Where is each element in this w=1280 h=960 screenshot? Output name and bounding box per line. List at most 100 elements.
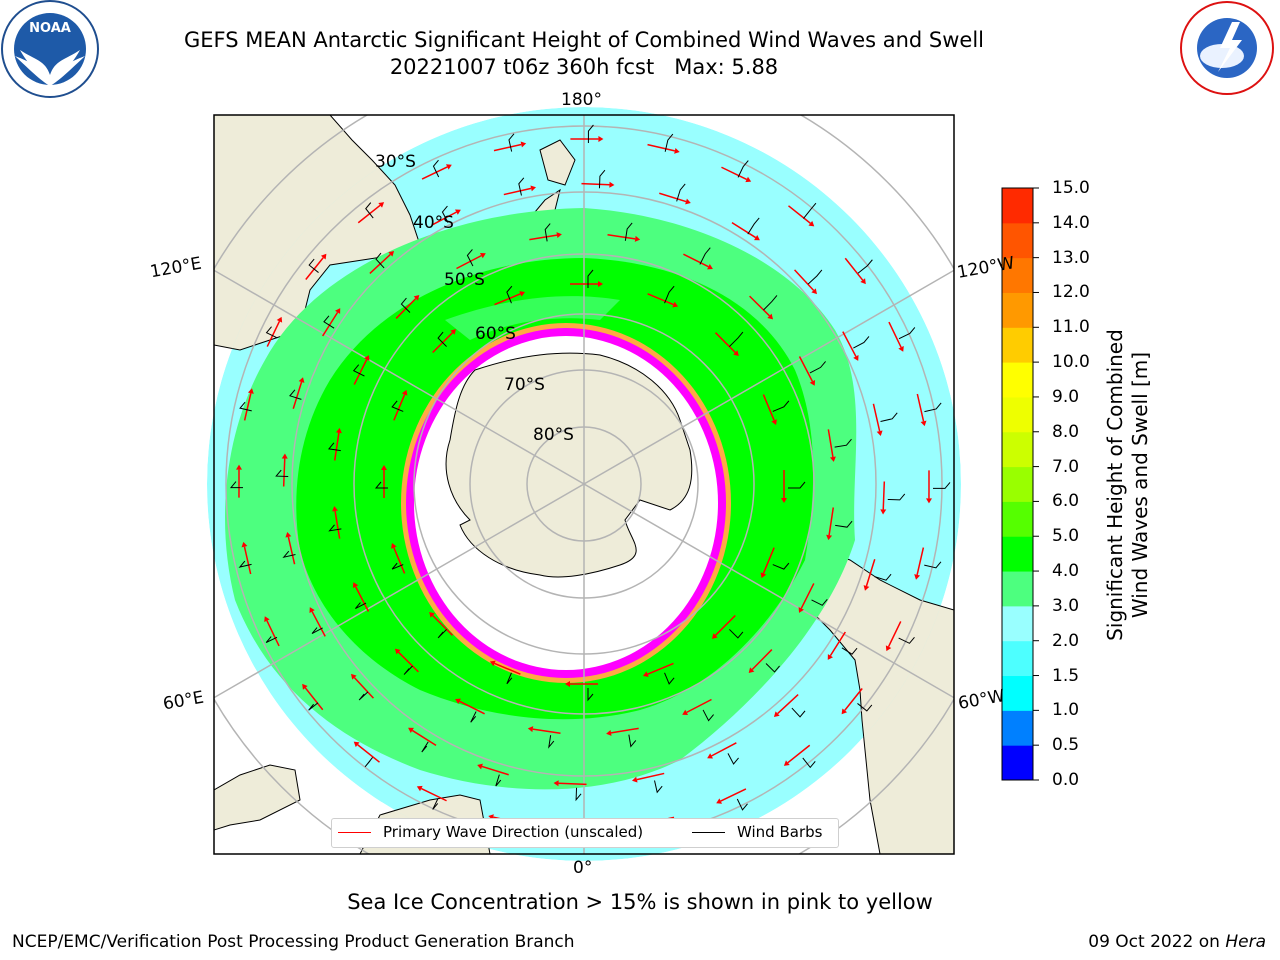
wave-arrow (431, 205, 461, 226)
wind-barb (834, 438, 852, 448)
wave-arrow (229, 464, 244, 498)
footer-date-text: 09 Oct 2022 on (1088, 932, 1226, 952)
wave-arrow (607, 222, 641, 242)
legend-swatch-red-line (338, 831, 371, 833)
wave-arrow (570, 269, 603, 288)
wind-barb (437, 331, 447, 347)
wave-arrow (309, 607, 326, 637)
wind-barb (374, 481, 388, 489)
wave-arrow (351, 673, 374, 701)
wind-barb (802, 757, 816, 769)
wave-arrow (781, 470, 806, 503)
wind-barb (364, 757, 373, 768)
colorbar-segment (1002, 710, 1033, 746)
wind-barb (874, 573, 892, 581)
wind-barb (328, 524, 342, 532)
lat-label-40s: 40°S (413, 213, 454, 233)
wind-barb (727, 753, 739, 765)
wind-barb (506, 672, 513, 685)
wind-barb (265, 636, 278, 643)
colorbar-segment (1002, 640, 1033, 677)
wind-barb (763, 295, 778, 311)
colorbar-tick-label: 0.5 (1052, 735, 1080, 756)
map-legend: Primary Wave Direction (unscaled) Wind B… (331, 818, 839, 848)
wave-arrow (647, 285, 679, 308)
wind-barb (809, 361, 826, 374)
wind-barb (853, 336, 870, 349)
wind-barb (598, 169, 606, 189)
wind-barb (587, 124, 594, 144)
wave-arrow (369, 251, 395, 274)
colorbar-tick-label: 15.0 (1052, 178, 1090, 198)
wave-arrow (682, 698, 714, 722)
footer-credit: NCEP/EMC/Verification Post Processing Pr… (12, 932, 575, 952)
wind-barb (803, 202, 817, 219)
wave-arrow (432, 329, 457, 354)
wave-arrow (916, 393, 942, 427)
wave-arrow (885, 621, 915, 652)
wind-barb (898, 636, 915, 644)
wind-barb (289, 389, 302, 400)
wind-barb (841, 647, 858, 655)
wave-arrow (606, 727, 639, 748)
lat-label-80s: 80°S (533, 425, 574, 445)
wave-arrow (788, 202, 817, 227)
wind-barb (323, 315, 335, 329)
wind-barb (924, 402, 942, 413)
wind-barb (807, 269, 823, 285)
wave-arrow (748, 649, 780, 674)
wave-arrow (842, 331, 870, 361)
wind-barb (736, 798, 748, 811)
wind-barb (239, 401, 252, 412)
wave-arrow (353, 741, 380, 768)
colorbar-tick-label: 8.0 (1052, 421, 1080, 442)
wind-barb (654, 780, 663, 794)
wave-arrow (322, 308, 341, 337)
wave-arrow (238, 541, 252, 575)
wind-barb (628, 734, 637, 748)
colorbar-tick-label: 11.0 (1052, 317, 1090, 338)
colorbar-tick-label: 2.0 (1052, 630, 1080, 651)
wind-barb (265, 326, 278, 339)
wind-barb (352, 364, 365, 377)
colorbar-segment (1002, 675, 1033, 711)
wave-arrow (282, 531, 296, 565)
colorbar-tick-label: 13.0 (1052, 247, 1090, 268)
wave-arrow (289, 377, 305, 409)
wind-barb (857, 259, 873, 274)
wind-barb (437, 629, 447, 639)
wind-barb (308, 258, 319, 273)
colorbar-tick-label: 3.0 (1052, 595, 1080, 616)
wind-barb (587, 269, 594, 288)
wind-barb (587, 688, 594, 702)
wind-barb (791, 707, 806, 718)
wave-arrow (647, 133, 680, 154)
colorbar-segment (1002, 501, 1033, 537)
wave-direction-arrows (229, 124, 951, 847)
wind-barb (400, 297, 411, 313)
wind-barb (702, 709, 714, 722)
wave-arrow (395, 294, 420, 319)
colorbar-segment (1002, 396, 1033, 433)
colorbar-segment (1002, 362, 1033, 398)
wave-arrow (352, 582, 370, 612)
wave-arrow (659, 183, 691, 205)
wave-arrow (914, 547, 942, 580)
wind-barb (624, 222, 633, 241)
wind-barb (737, 160, 749, 178)
colorbar-tick-label: 7.0 (1052, 456, 1080, 477)
wave-arrow (352, 355, 370, 385)
wave-arrow (880, 481, 906, 515)
wave-arrow (429, 611, 454, 639)
chart-title: GEFS MEAN Antarctic Significant Height o… (183, 28, 985, 52)
wind-barb (887, 493, 906, 501)
wind-barb (575, 787, 582, 802)
wave-arrow (798, 356, 826, 386)
wave-arrow (707, 742, 739, 765)
wave-arrow (239, 388, 254, 421)
wave-arrow (327, 427, 342, 461)
colorbar-title-line2: Wind Waves and Swell [m] (1128, 351, 1152, 619)
wind-barb (432, 159, 440, 178)
lat-label-70s: 70°S (504, 375, 545, 395)
wind-barb (747, 217, 760, 235)
